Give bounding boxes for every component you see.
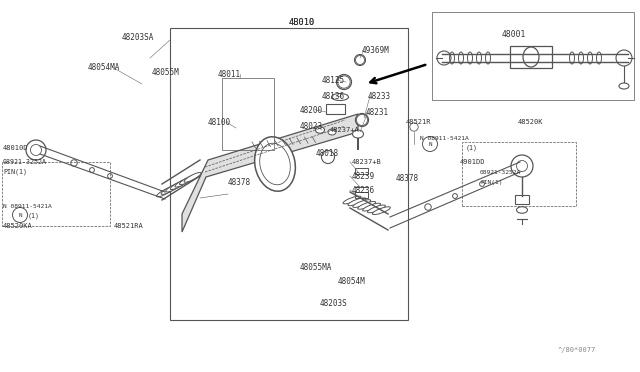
Ellipse shape	[355, 113, 369, 126]
Ellipse shape	[161, 185, 178, 195]
Text: 48239: 48239	[352, 171, 375, 180]
Text: PIN(1): PIN(1)	[3, 169, 27, 175]
Text: (1): (1)	[28, 213, 40, 219]
Text: 48125: 48125	[322, 76, 345, 84]
Ellipse shape	[479, 182, 484, 186]
Bar	[432, 12, 634, 100]
Ellipse shape	[355, 55, 365, 65]
Text: 48231: 48231	[366, 108, 389, 116]
Ellipse shape	[358, 202, 376, 209]
Ellipse shape	[166, 182, 182, 192]
Ellipse shape	[367, 205, 385, 213]
Text: 08921-3252A: 08921-3252A	[480, 170, 521, 174]
Ellipse shape	[316, 127, 324, 133]
Text: 48200: 48200	[300, 106, 323, 115]
Ellipse shape	[71, 160, 77, 166]
Bar	[355, 192, 368, 198]
Text: 48054M: 48054M	[338, 278, 365, 286]
Text: 48100: 48100	[208, 118, 231, 126]
Text: 48521RA: 48521RA	[114, 223, 144, 229]
Text: 48001: 48001	[502, 29, 526, 38]
Ellipse shape	[343, 196, 361, 204]
Text: 48023: 48023	[300, 122, 323, 131]
Text: 48011: 48011	[218, 70, 241, 78]
Ellipse shape	[619, 83, 629, 89]
Text: N: N	[428, 141, 432, 147]
Ellipse shape	[332, 93, 349, 100]
Ellipse shape	[452, 193, 458, 198]
Text: 48237+B: 48237+B	[352, 159, 381, 165]
Ellipse shape	[486, 52, 490, 64]
Ellipse shape	[175, 177, 192, 187]
Ellipse shape	[579, 52, 584, 64]
Text: 48233: 48233	[368, 92, 391, 100]
Text: 48378: 48378	[396, 173, 419, 183]
Ellipse shape	[523, 47, 539, 67]
Bar	[326, 104, 345, 114]
Ellipse shape	[260, 143, 291, 185]
Ellipse shape	[477, 52, 481, 64]
Ellipse shape	[328, 129, 336, 135]
Text: 48521R: 48521R	[406, 119, 431, 125]
Text: 48237+A: 48237+A	[330, 127, 360, 133]
Text: 48520KA: 48520KA	[3, 223, 33, 229]
Ellipse shape	[90, 168, 95, 172]
Ellipse shape	[425, 204, 431, 210]
Bar	[170, 28, 408, 320]
Ellipse shape	[588, 52, 593, 64]
Text: 48520K: 48520K	[518, 119, 543, 125]
Text: 48203S: 48203S	[320, 299, 348, 308]
Ellipse shape	[170, 180, 188, 190]
Ellipse shape	[353, 130, 364, 138]
Ellipse shape	[179, 175, 196, 185]
Text: N: N	[19, 212, 22, 218]
Ellipse shape	[570, 52, 575, 64]
Text: 4B010: 4B010	[289, 17, 315, 26]
Bar	[222, 78, 274, 150]
Ellipse shape	[458, 52, 463, 64]
Text: N 08911-5421A: N 08911-5421A	[420, 135, 468, 141]
Polygon shape	[182, 114, 358, 232]
Text: 48203SA: 48203SA	[122, 32, 154, 42]
Bar	[2, 162, 110, 226]
Bar	[462, 142, 576, 206]
Ellipse shape	[108, 174, 113, 179]
Bar	[355, 167, 368, 174]
Text: 48054MA: 48054MA	[88, 62, 120, 71]
Text: 48136: 48136	[322, 92, 345, 100]
Text: 48055M: 48055M	[152, 67, 180, 77]
Text: ^/80*0077: ^/80*0077	[558, 347, 596, 353]
Text: PIN(1): PIN(1)	[480, 180, 502, 185]
Ellipse shape	[337, 74, 351, 90]
Text: 4901DD: 4901DD	[460, 159, 486, 165]
Ellipse shape	[449, 52, 454, 64]
Text: 48010D: 48010D	[3, 145, 29, 151]
Bar	[515, 195, 529, 204]
Text: N 08911-5421A: N 08911-5421A	[3, 203, 52, 208]
Text: (1): (1)	[466, 145, 478, 151]
Text: 08921-3252A: 08921-3252A	[3, 159, 47, 165]
Text: 48018: 48018	[316, 148, 339, 157]
Text: 49369M: 49369M	[362, 45, 390, 55]
Ellipse shape	[255, 137, 296, 191]
Ellipse shape	[348, 198, 366, 206]
Ellipse shape	[596, 52, 602, 64]
Text: 48055MA: 48055MA	[300, 263, 332, 272]
Ellipse shape	[184, 173, 201, 182]
Text: 48236: 48236	[352, 186, 375, 195]
Text: 4B010: 4B010	[289, 17, 315, 26]
Ellipse shape	[157, 187, 173, 197]
Ellipse shape	[353, 200, 371, 208]
Ellipse shape	[516, 207, 527, 213]
Ellipse shape	[467, 52, 472, 64]
Ellipse shape	[363, 203, 381, 211]
Bar	[510, 46, 552, 68]
Text: 48378: 48378	[228, 177, 251, 186]
Ellipse shape	[372, 207, 390, 215]
